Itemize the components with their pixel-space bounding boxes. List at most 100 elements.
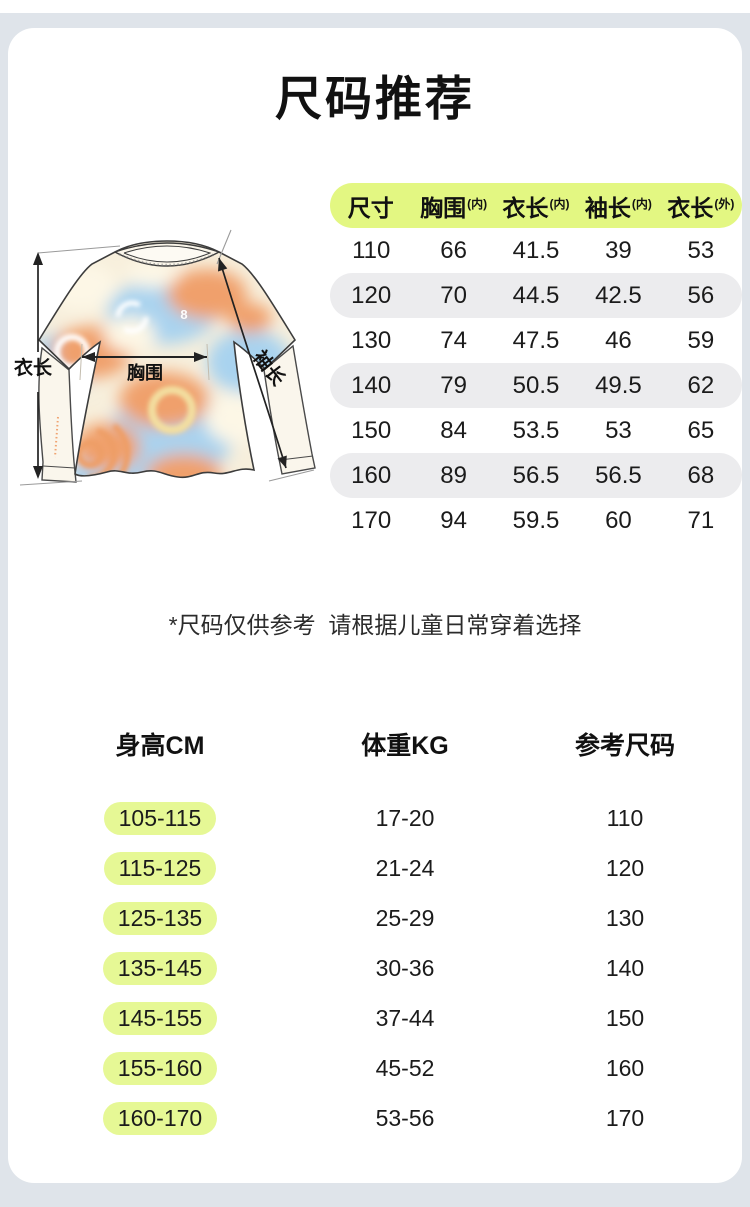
size-table-cell: 66	[440, 236, 467, 264]
fit-table-cell: 21-24	[375, 854, 435, 881]
fit-table-cell: 160-170	[30, 1101, 290, 1135]
fit-table-row: 105-115 17-20 110	[30, 793, 730, 843]
fit-table-cell: 45-52	[375, 1054, 435, 1081]
size-table-cell: 50.5	[512, 371, 560, 399]
sleeve-brand-mark	[54, 416, 59, 458]
size-table-header-cell: 衣长(内)	[502, 194, 570, 221]
tee-outline	[37, 240, 297, 479]
size-table-cell: 47.5	[512, 326, 560, 354]
height-range-pill: 115-125	[103, 851, 217, 885]
fit-table-cell: 150	[605, 1004, 645, 1031]
size-table-row: 150 84 53.5 53 65	[330, 408, 742, 453]
fit-table-cell: 155-160	[30, 1051, 290, 1085]
fit-table-cell: 53-56	[375, 1104, 435, 1131]
page-title: 尺码推荐	[275, 72, 475, 125]
size-table-cell: 160	[351, 461, 392, 489]
size-table-cell: 53	[687, 236, 715, 264]
height-range-pill: 145-155	[102, 1001, 218, 1035]
fit-table-cell: 130	[605, 904, 645, 931]
size-table-cell: 84	[440, 416, 467, 444]
size-table-cell: 120	[351, 281, 392, 309]
size-table-row: 160 89 56.5 56.5 68	[330, 453, 742, 498]
fit-table-header-cell: 参考尺码	[574, 732, 675, 760]
size-table-cell: 41.5	[512, 236, 560, 264]
size-table-cell: 89	[440, 461, 467, 489]
size-table-header-cell: 袖长(内)	[584, 194, 652, 221]
height-range-pill: 160-170	[102, 1101, 218, 1135]
size-table-cell: 68	[687, 461, 715, 489]
fit-table-cell: 37-44	[375, 1004, 435, 1031]
height-range-pill: 135-145	[102, 951, 218, 985]
size-table: 尺寸 胸围(内) 衣长(内) 袖长(内) 衣长(外) 110 66 41.5 39 53…	[330, 183, 742, 543]
fit-table-cell: 170	[605, 1104, 645, 1131]
fit-table-row: 135-145 30-36 140	[30, 943, 730, 993]
fit-table-row: 125-135 25-29 130	[30, 893, 730, 943]
fit-table-cell: 145-155	[30, 1001, 290, 1035]
fit-table-body: 105-115 17-20 110 115-125 21-24 120 125-135 25-…	[30, 793, 730, 1143]
size-table-row: 140 79 50.5 49.5 62	[330, 363, 742, 408]
size-table-header-cell: 尺寸	[347, 194, 394, 221]
size-table-header-cell: 衣长(外)	[667, 194, 735, 221]
measure-arrows	[37, 257, 287, 469]
fit-table-cell: 105-115	[30, 801, 290, 835]
size-table-cell: 62	[687, 371, 715, 399]
size-table-cell: 140	[351, 371, 392, 399]
size-table-cell: 94	[440, 506, 467, 534]
size-table-cell: 74	[440, 326, 467, 354]
height-range-pill: 105-115	[103, 801, 217, 835]
size-table-cell: 59.5	[512, 506, 560, 534]
size-table-cell: 49.5	[595, 371, 642, 399]
size-table-cell: 56	[687, 281, 715, 309]
fit-table: 身高CM 体重KG 参考尺码 105-115 17-20 110 115-125 21-…	[30, 726, 730, 1143]
size-table-cell: 44.5	[512, 281, 560, 309]
size-table-cell: 53	[605, 416, 632, 444]
fit-table-row: 145-155 37-44 150	[30, 993, 730, 1043]
size-table-cell: 150	[351, 416, 392, 444]
size-table-body: 110 66 41.5 39 53 120 70 44.5 42.5 56 130 74 47.5 46 5…	[330, 228, 742, 543]
fit-table-header: 身高CM 体重KG 参考尺码	[30, 726, 730, 762]
size-table-cell: 65	[687, 416, 715, 444]
size-table-cell: 130	[351, 326, 392, 354]
size-table-cell: 56.5	[595, 461, 642, 489]
size-chart-card: 尺码推荐	[8, 28, 742, 1183]
height-range-pill: 155-160	[102, 1051, 218, 1085]
arrowheads	[33, 252, 287, 479]
size-table-cell: 46	[605, 326, 632, 354]
fit-table-row: 160-170 53-56 170	[30, 1093, 730, 1143]
fit-table-row: 155-160 45-52 160	[30, 1043, 730, 1093]
garment-length-label: 衣长	[14, 356, 53, 379]
measure-helper-lines	[19, 229, 315, 486]
size-table-cell: 53.5	[512, 416, 560, 444]
fit-table-row: 115-125 21-24 120	[30, 843, 730, 893]
height-range-pill: 125-135	[102, 901, 218, 935]
size-table-header-cell: 胸围(内)	[420, 194, 488, 221]
size-table-cell: 110	[352, 236, 391, 264]
fit-table-cell: 115-125	[30, 851, 290, 885]
fit-table-cell: 140	[605, 954, 645, 981]
size-table-row: 130 74 47.5 46 59	[330, 318, 742, 363]
size-table-cell: 42.5	[595, 281, 642, 309]
size-table-cell: 59	[687, 326, 715, 354]
fit-table-cell: 25-29	[375, 904, 435, 931]
size-table-cell: 79	[440, 371, 467, 399]
fit-table-cell: 110	[606, 804, 644, 831]
size-table-cell: 70	[440, 281, 467, 309]
fit-table-header-cell: 身高CM	[115, 732, 205, 760]
collar	[114, 242, 221, 267]
fit-table-header-cell: 体重KG	[361, 732, 449, 760]
size-table-header: 尺寸 胸围(内) 衣长(内) 袖长(内) 衣长(外)	[330, 183, 742, 228]
size-table-cell: 39	[605, 236, 632, 264]
fit-table-cell: 30-36	[375, 954, 435, 981]
fit-table-cell: 17-20	[375, 804, 435, 831]
size-table-cell: 60	[605, 506, 632, 534]
size-note: *尺码仅供参考 请根据儿童日常穿着选择	[168, 612, 582, 638]
size-table-cell: 56.5	[512, 461, 560, 489]
under-sleeves	[38, 344, 316, 483]
size-table-row: 120 70 44.5 42.5 56	[330, 273, 742, 318]
fit-table-cell: 120	[605, 854, 645, 881]
size-table-cell: 71	[687, 506, 715, 534]
fit-table-cell: 160	[605, 1054, 645, 1081]
chest-label: 胸围	[127, 362, 163, 383]
chest-logo-mark: 8	[180, 307, 187, 322]
tshirt-measurement-diagram: 8 衣长 胸围 袖长	[14, 229, 316, 486]
